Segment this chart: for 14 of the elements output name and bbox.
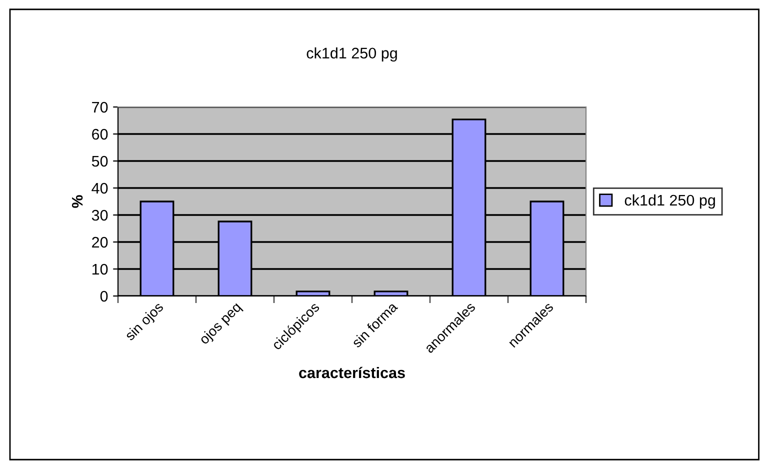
y-tick-label: 20 [92,236,108,248]
y-tick-label: 50 [92,156,108,167]
y-tick-label: 30 [92,210,108,221]
y-tick-label: 10 [92,264,108,275]
y-tick-label: 40 [92,182,108,194]
x-tick-label: sin ojos [124,301,166,344]
y-tick-label: 0 [100,290,108,302]
y-axis-title: % [72,195,83,208]
x-axis-title: características [299,366,405,378]
y-tick-label: 60 [92,128,108,140]
x-tick-label: ojos peq [198,301,244,347]
y-tick-label: 70 [92,102,108,113]
legend-label: ck1d1 250 pg [624,194,715,209]
chart-title: ck1d1 250 pg [306,47,397,62]
